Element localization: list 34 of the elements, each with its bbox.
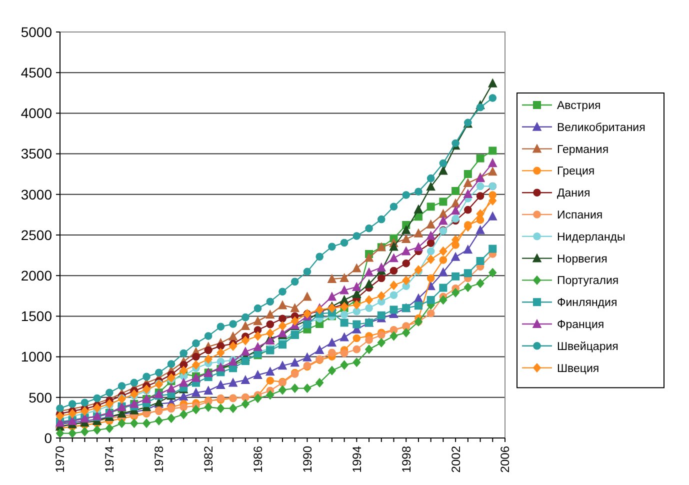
x-tick-label: 1982: [202, 446, 216, 473]
x-tick-label: 2006: [498, 446, 512, 473]
x-tick-label: 1978: [152, 446, 166, 473]
y-tick-label: 1000: [20, 348, 52, 365]
legend-label: Франция: [557, 319, 604, 332]
legend-label: Австрия: [557, 100, 601, 112]
y-tick-label: 3500: [20, 146, 52, 162]
legend-label: Испания: [557, 210, 603, 222]
legend-label: Швеция: [557, 362, 600, 375]
y-tick-label: 2000: [20, 268, 52, 284]
x-tick-label: 1994: [350, 446, 364, 473]
x-tick-label: 1990: [300, 446, 314, 473]
y-tick-label: 1500: [20, 308, 52, 324]
x-tick-label: 1970: [53, 446, 68, 473]
legend-label: Нидерланды: [557, 231, 626, 244]
x-tick-label: 1998: [399, 446, 414, 473]
legend-label: Швейцария: [557, 340, 618, 353]
y-tick-label: 4000: [20, 105, 52, 122]
legend-label: Дания: [557, 188, 590, 200]
y-tick-label: 500: [28, 389, 52, 406]
x-tick-label: 1974: [102, 446, 117, 473]
legend-label: Норвегия: [557, 253, 608, 266]
legend-label: Германия: [557, 144, 609, 156]
x-tick-label: 1986: [250, 446, 265, 473]
y-tick-label: 5000: [20, 24, 52, 40]
legend-label: Финляндия: [557, 297, 618, 310]
legend-label: Греция: [557, 166, 595, 178]
y-tick-label: 4500: [20, 64, 52, 80]
y-tick-label: 3000: [20, 186, 52, 202]
y-tick-label: 2500: [20, 226, 52, 243]
y-tick-label: 0: [44, 430, 52, 446]
legend-label: Великобритания: [557, 122, 646, 134]
x-tick-label: 2002: [448, 446, 463, 473]
legend-label: Португалия: [557, 275, 619, 288]
